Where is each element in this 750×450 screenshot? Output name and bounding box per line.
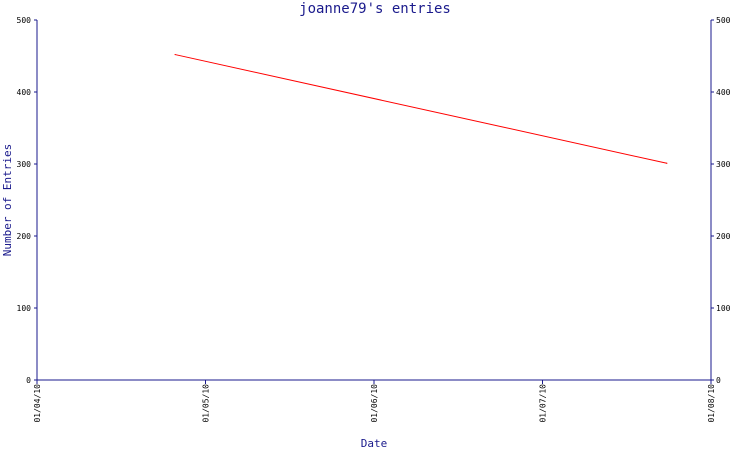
y-tick-label-right: 200: [716, 232, 731, 241]
x-axis-title: Date: [361, 437, 388, 450]
series-point: [174, 53, 176, 56]
x-tick-label: 01/08/10: [707, 384, 716, 423]
x-tick-label: 01/06/10: [370, 384, 379, 423]
chart-title: joanne79's entries: [299, 1, 451, 17]
y-axis-title: Number of Entries: [1, 144, 14, 257]
x-tick-label: 01/07/10: [539, 384, 548, 423]
y-tick-label-right: 500: [716, 16, 731, 25]
y-tick-label-left: 100: [17, 304, 32, 313]
series-line: [175, 54, 667, 164]
y-tick-label-left: 0: [26, 376, 31, 385]
y-tick-label-right: 400: [716, 88, 731, 97]
y-tick-label-left: 200: [17, 232, 32, 241]
series-point: [666, 162, 668, 164]
x-tick-label: 01/05/10: [202, 384, 211, 423]
y-tick-label-left: 500: [17, 16, 32, 25]
y-tick-label-right: 100: [716, 304, 731, 313]
y-tick-label-left: 400: [17, 88, 32, 97]
y-tick-label-right: 300: [716, 160, 731, 169]
x-tick-label: 01/04/10: [33, 384, 42, 423]
y-tick-label-left: 300: [17, 160, 32, 169]
y-tick-label-right: 0: [716, 376, 721, 385]
